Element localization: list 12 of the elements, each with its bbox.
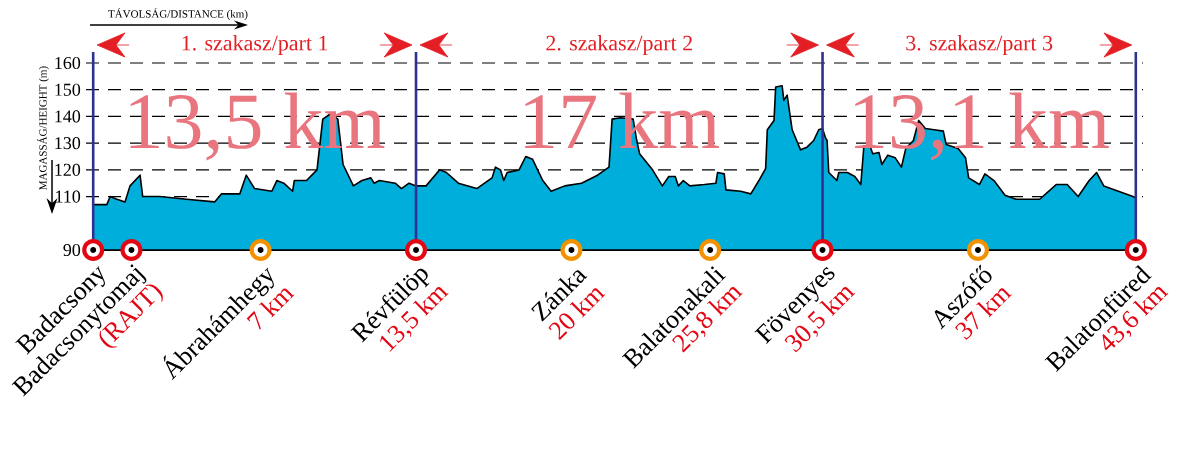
y-tick-label: 150 xyxy=(55,83,81,96)
y-tick-label: 90 xyxy=(63,243,81,257)
x-axis-title: TÁVOLSÁG/DISTANCE (km) xyxy=(108,8,248,20)
y-tick-label: 160 xyxy=(55,56,81,70)
text: 1. szakasz/part 1 xyxy=(182,35,328,55)
y-tick-label: 110 xyxy=(56,190,81,203)
y-tick-label: 130 xyxy=(55,137,81,150)
text: 3. szakasz/part 3 xyxy=(906,35,1053,55)
y-tick-label: 140 xyxy=(55,110,81,123)
y-axis-title: MAGASSÁG/HEIGHT (m) xyxy=(37,66,49,190)
y-tick-label: 120 xyxy=(55,163,81,176)
text: 2. szakasz/part 2 xyxy=(546,35,692,55)
